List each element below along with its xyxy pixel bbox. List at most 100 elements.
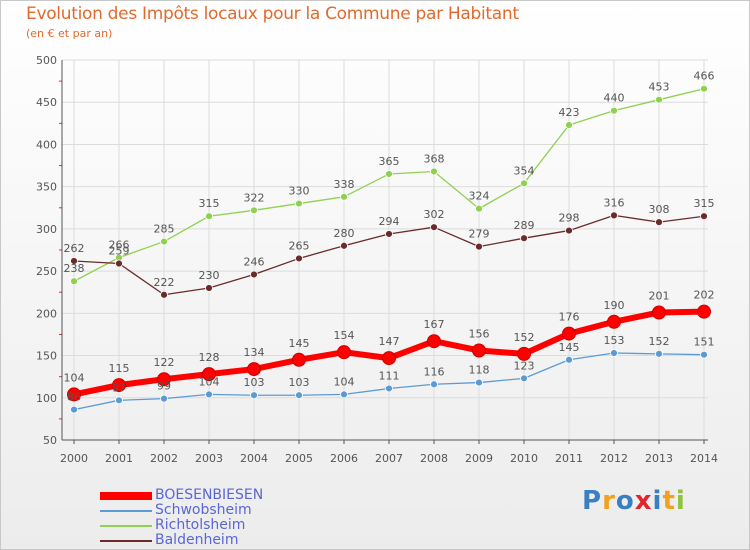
- x-tick-label: 2010: [510, 452, 538, 465]
- data-point-baldenheim: [115, 259, 123, 268]
- x-tick-label: 2013: [645, 452, 673, 465]
- data-label-baldenheim: 294: [379, 215, 400, 228]
- logo-letter: i: [652, 486, 663, 516]
- data-label-baldenheim: 308: [649, 203, 670, 216]
- data-label-schwobsheim: 111: [379, 369, 400, 382]
- x-tick-label: 2007: [375, 452, 403, 465]
- data-point-baldenheim: [700, 212, 708, 221]
- data-label-baldenheim: 222: [154, 276, 175, 289]
- data-label-richtolsheim: 338: [334, 178, 355, 191]
- data-label-boesenbiesen: 156: [469, 327, 490, 340]
- data-label-boesenbiesen: 202: [694, 289, 715, 302]
- data-point-baldenheim: [340, 241, 348, 250]
- data-point-richtolsheim: [430, 167, 438, 176]
- logo-letter: o: [615, 486, 635, 516]
- data-label-richtolsheim: 285: [154, 223, 175, 236]
- data-point-richtolsheim: [700, 84, 708, 93]
- legend-swatch: [100, 540, 152, 542]
- data-labels: 104 115 122 128 134 145 154 147 167 156 152 176 190 2…: [64, 70, 715, 404]
- legend-swatch: [100, 492, 152, 500]
- data-point-richtolsheim: [475, 204, 483, 213]
- data-label-baldenheim: 280: [334, 227, 355, 240]
- data-point-boesenbiesen: [652, 305, 666, 320]
- data-label-richtolsheim: 453: [649, 81, 670, 94]
- data-point-schwobsheim: [655, 349, 663, 358]
- x-tick-label: 2003: [195, 452, 223, 465]
- data-point-boesenbiesen: [562, 326, 576, 341]
- data-label-schwobsheim: 118: [469, 364, 490, 377]
- data-label-baldenheim: 298: [559, 212, 580, 225]
- y-tick-label: 200: [36, 307, 57, 320]
- data-label-boesenbiesen: 201: [649, 289, 670, 302]
- data-label-schwobsheim: 86: [67, 391, 81, 404]
- data-point-schwobsheim: [250, 391, 258, 400]
- data-label-boesenbiesen: 154: [334, 329, 355, 342]
- y-tick-label: 450: [36, 96, 57, 109]
- data-point-schwobsheim: [205, 390, 213, 399]
- data-label-schwobsheim: 123: [514, 359, 535, 372]
- data-point-boesenbiesen: [202, 367, 216, 382]
- data-label-boesenbiesen: 122: [154, 356, 175, 369]
- data-label-schwobsheim: 153: [604, 334, 625, 347]
- legend-label: BOESENBIESEN: [155, 487, 264, 503]
- data-point-schwobsheim: [295, 391, 303, 400]
- data-point-boesenbiesen: [382, 351, 396, 366]
- legend-label: Schwobsheim: [155, 502, 252, 518]
- logo-letter: x: [634, 486, 653, 516]
- data-point-boesenbiesen: [517, 346, 531, 361]
- data-point-baldenheim: [655, 218, 663, 227]
- data-label-schwobsheim: 104: [334, 375, 355, 388]
- data-label-baldenheim: 316: [604, 196, 625, 209]
- data-point-boesenbiesen: [697, 304, 711, 319]
- data-point-richtolsheim: [340, 192, 348, 201]
- data-point-richtolsheim: [205, 212, 213, 221]
- data-point-baldenheim: [385, 230, 393, 238]
- data-label-boesenbiesen: 176: [559, 311, 580, 324]
- legend-label: Baldenheim: [155, 532, 239, 548]
- data-label-baldenheim: 279: [469, 228, 490, 241]
- data-label-richtolsheim: 266: [109, 239, 130, 252]
- data-point-schwobsheim: [340, 390, 348, 399]
- data-label-boesenbiesen: 134: [244, 346, 265, 359]
- x-tick-label: 2002: [150, 452, 178, 465]
- chart-subtitle: (en € et par an): [26, 27, 113, 40]
- proxiti-logo: Proxiti: [582, 486, 686, 516]
- data-label-baldenheim: 246: [244, 255, 265, 268]
- data-label-boesenbiesen: 145: [289, 337, 310, 350]
- x-tick-label: 2009: [465, 452, 493, 465]
- data-point-schwobsheim: [70, 405, 78, 414]
- data-point-richtolsheim: [520, 179, 528, 188]
- data-label-schwobsheim: 104: [199, 375, 220, 388]
- data-point-baldenheim: [475, 242, 483, 251]
- data-label-schwobsheim: 103: [289, 376, 310, 389]
- data-label-schwobsheim: 145: [559, 341, 580, 354]
- data-point-boesenbiesen: [472, 343, 486, 358]
- y-tick-label: 400: [36, 138, 57, 151]
- data-label-boesenbiesen: 167: [424, 318, 445, 331]
- y-tick-label: 50: [43, 434, 57, 447]
- data-point-boesenbiesen: [427, 334, 441, 349]
- data-point-schwobsheim: [115, 396, 123, 405]
- data-point-schwobsheim: [700, 350, 708, 359]
- data-point-schwobsheim: [430, 380, 438, 389]
- legend-swatch: [100, 510, 152, 512]
- data-label-baldenheim: 265: [289, 239, 310, 252]
- data-point-baldenheim: [610, 211, 618, 220]
- data-point-boesenbiesen: [157, 372, 171, 387]
- data-point-boesenbiesen: [292, 352, 306, 367]
- legend-swatch: [100, 525, 152, 527]
- data-label-schwobsheim: 116: [424, 365, 445, 378]
- data-label-richtolsheim: 322: [244, 191, 265, 204]
- data-point-baldenheim: [70, 257, 78, 265]
- data-point-boesenbiesen: [67, 387, 81, 402]
- logo-letter: P: [582, 486, 603, 516]
- data-point-baldenheim: [565, 226, 573, 235]
- data-point-boesenbiesen: [247, 362, 261, 377]
- data-point-richtolsheim: [655, 95, 663, 104]
- data-label-boesenbiesen: 104: [64, 371, 85, 384]
- data-label-schwobsheim: 99: [157, 380, 171, 393]
- logo-letter: r: [602, 486, 616, 516]
- data-label-schwobsheim: 97: [112, 381, 126, 394]
- x-tick-label: 2000: [60, 452, 88, 465]
- data-point-baldenheim: [520, 234, 528, 243]
